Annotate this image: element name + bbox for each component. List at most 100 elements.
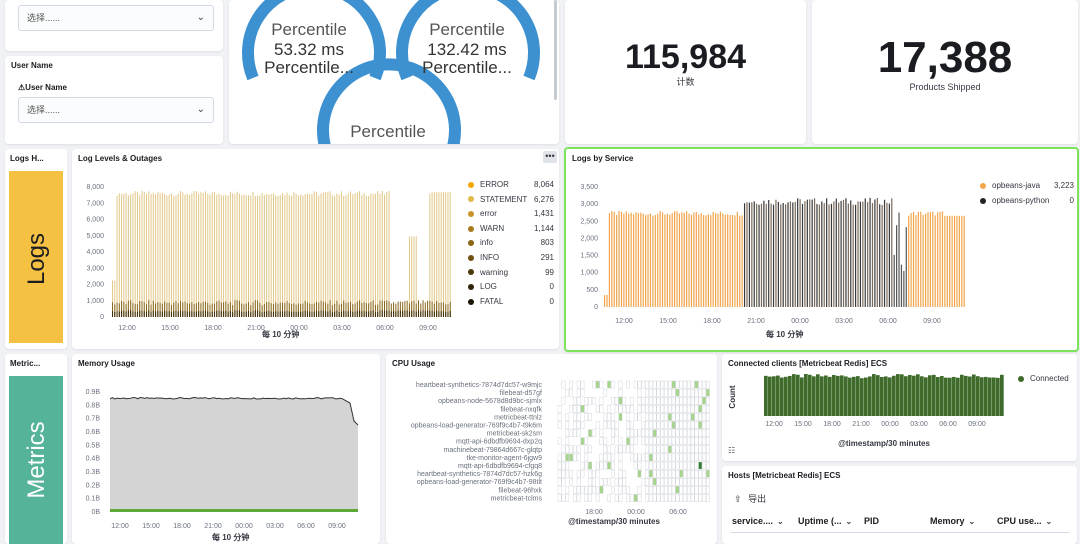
log-level-bar-low [123, 301, 125, 317]
log-levels-legend-item[interactable]: LOG 0 [468, 282, 554, 291]
cpu-cell [652, 437, 657, 445]
hosts-col-header[interactable]: CPU use... ⌄ [997, 516, 1052, 526]
cpu-cell [683, 429, 687, 437]
cpu-cell [599, 437, 604, 445]
cpu-cell [565, 445, 570, 454]
log-level-bar-base [125, 311, 127, 317]
hosts-col-header[interactable]: service.... ⌄ [732, 516, 784, 526]
cpu-cell [702, 429, 706, 437]
service-bar [833, 201, 835, 307]
connected-bar [844, 376, 848, 416]
cpu-cell [629, 494, 634, 502]
cpu-cell [637, 388, 642, 397]
log-level-bar-low [243, 304, 245, 317]
gauge-2-title: Percentile [429, 20, 505, 39]
log-level-bar [363, 192, 365, 317]
cpu-cell [641, 421, 646, 429]
log-level-bar-low [427, 300, 429, 317]
log-level-bar [238, 193, 240, 317]
y-tick-label: 0.2B [86, 482, 101, 489]
cpu-cell [652, 405, 657, 413]
cpu-cell [618, 388, 623, 397]
x-tick-label: 06:00 [939, 421, 957, 428]
y-tick-label: 5,000 [86, 233, 104, 240]
hosts-col-header[interactable]: PID [864, 516, 879, 526]
log-level-bar-base [232, 312, 234, 317]
log-levels-legend-item[interactable]: WARN 1,144 [468, 224, 554, 233]
log-level-bar-low [184, 301, 186, 317]
cpu-cell [694, 453, 699, 462]
cpu-cell [679, 380, 684, 389]
log-level-bar-base [236, 310, 238, 317]
log-levels-legend-item[interactable]: ERROR 8,064 [468, 180, 554, 189]
cpu-cell [633, 494, 638, 502]
service-bar [705, 215, 707, 307]
connected-bar [968, 376, 972, 416]
log-level-bar-base [161, 311, 163, 317]
log-levels-legend-item[interactable]: INFO 291 [468, 253, 554, 262]
user-name-select[interactable]: 选择...... ⌄ [18, 97, 214, 123]
top-select[interactable]: 选择...... ⌄ [18, 5, 214, 31]
memory-xlabel: 每 10 分钟 [212, 533, 250, 542]
list-icon[interactable]: ☷ [728, 446, 736, 455]
log-levels-legend-item[interactable]: FATAL 0 [468, 297, 554, 306]
x-tick-label: 15:00 [161, 325, 179, 332]
log-level-bar-low [295, 304, 297, 317]
cpu-host-label: filebeat-nxqfk [500, 406, 542, 413]
connected-bar [996, 377, 1000, 416]
log-level-bar-base [116, 311, 118, 317]
logs-by-service-xlabel: 每 10 分钟 [766, 330, 804, 339]
legend-value: 1,144 [533, 223, 554, 233]
service-bar [632, 214, 635, 307]
cpu-cell [622, 405, 627, 413]
cpu-cell [675, 494, 680, 502]
log-levels-legend-item[interactable]: error 1,431 [468, 209, 554, 218]
log-level-bar-low [150, 304, 152, 317]
hosts-col-header[interactable]: Uptime (... ⌄ [798, 516, 852, 526]
cpu-cell [599, 461, 604, 470]
cpu-cell [706, 437, 710, 445]
service-bar [804, 201, 806, 307]
logs-header-panel: Logs H... Logs [5, 149, 67, 349]
log-level-bar-base [170, 312, 172, 317]
log-level-bar-low [168, 302, 170, 317]
cpu-cell [694, 405, 699, 413]
cpu-cell [656, 388, 661, 397]
logs-by-service-legend-item[interactable]: opbeans-java 3,223 [980, 181, 1074, 190]
cpu-cell [637, 397, 642, 405]
log-level-bar-base [166, 311, 168, 317]
export-button[interactable]: ⇪ 导出 [734, 492, 766, 505]
legend-dot [468, 225, 474, 232]
log-level-bar-low [198, 302, 200, 317]
log-level-bar [252, 191, 254, 317]
gauge-1-sub: Percentile... [264, 58, 354, 77]
ellipsis-icon[interactable]: ••• [543, 151, 557, 163]
cpu-cell [656, 413, 661, 421]
service-bar [922, 214, 924, 307]
cpu-host-label: opbeans-node-5678d8d9bc-sjmlx [438, 398, 542, 405]
log-level-bar-low [345, 302, 347, 317]
logs-by-service-legend-item[interactable]: opbeans-python 0 [980, 196, 1074, 205]
cpu-cell [660, 461, 665, 470]
cpu-cell [645, 388, 649, 397]
cpu-cell [614, 429, 619, 437]
log-levels-legend-item[interactable]: STATEMENT 6,276 [468, 195, 554, 204]
cpu-cell [572, 405, 577, 413]
log-levels-legend-item[interactable]: info 803 [468, 238, 554, 247]
log-level-bar-base [266, 311, 268, 317]
log-level-bar [347, 193, 349, 317]
hosts-title: Hosts [Metricbeat Redis] ECS [728, 471, 841, 480]
log-level-bar [415, 236, 417, 317]
log-level-bar [263, 194, 265, 317]
connected-legend[interactable]: Connected [1018, 374, 1069, 383]
connected-bar [796, 374, 800, 416]
cpu-xlabel: @timestamp/30 minutes [568, 517, 660, 526]
log-level-bar-low [433, 303, 435, 317]
log-levels-legend-item[interactable]: warning 99 [468, 268, 554, 277]
chevron-down-icon: ⌄ [845, 517, 853, 526]
service-bar [748, 202, 751, 307]
panel-scrollbar[interactable] [554, 0, 557, 100]
hosts-col-header[interactable]: Memory ⌄ [930, 516, 975, 526]
log-level-bar-low [374, 304, 376, 317]
cpu-cell [683, 453, 687, 462]
